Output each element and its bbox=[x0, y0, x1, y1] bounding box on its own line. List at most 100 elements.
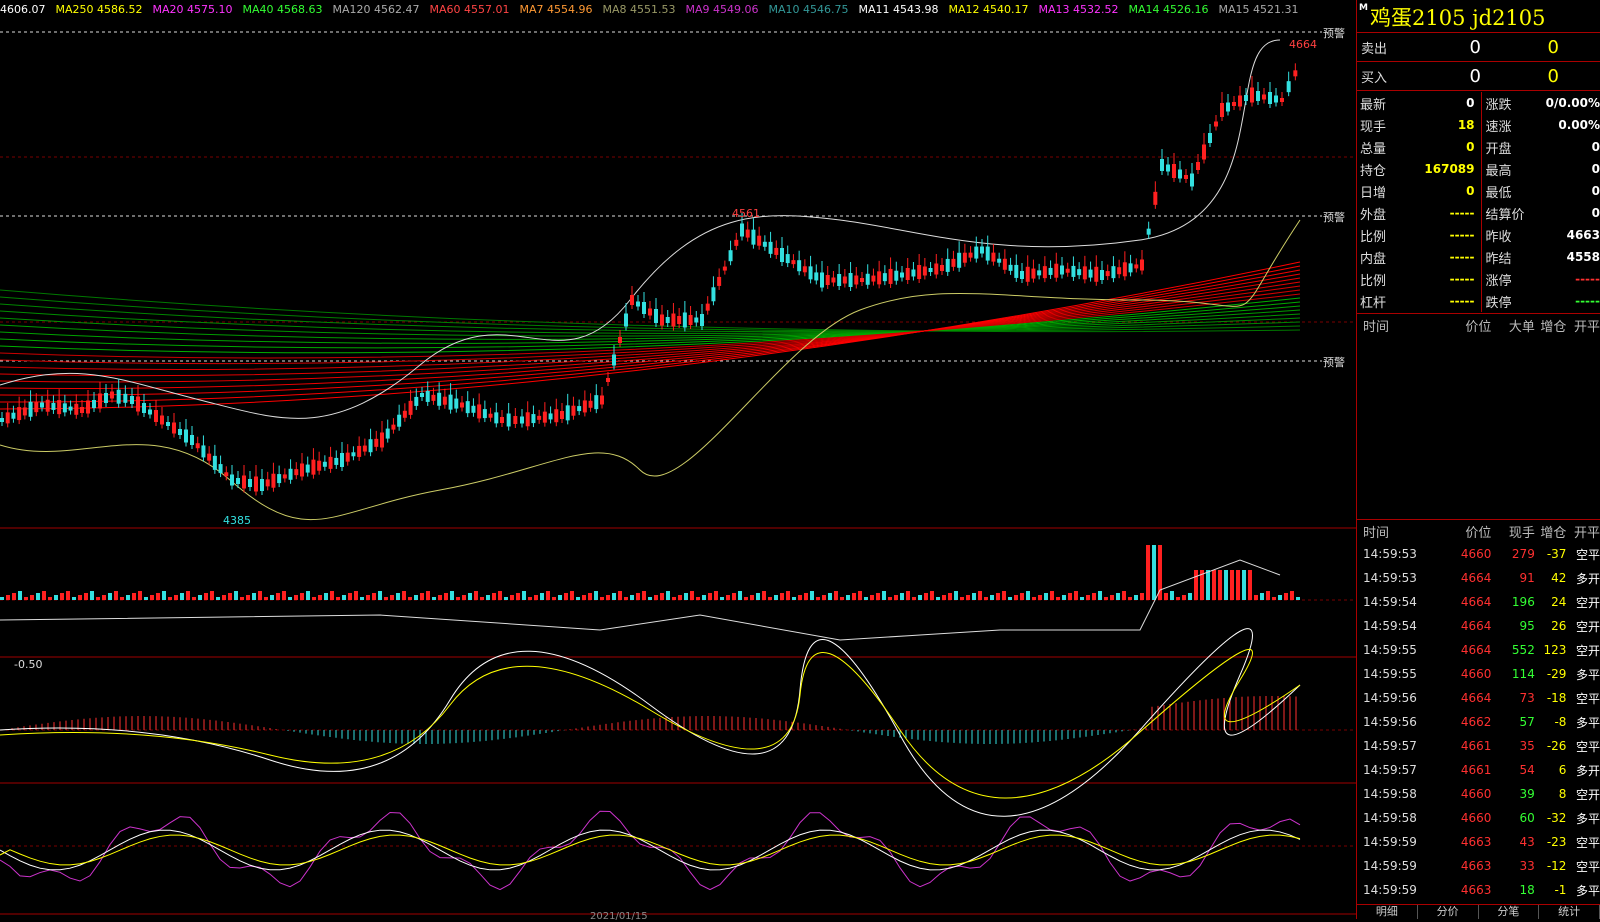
detail-tab[interactable]: 分笔 bbox=[1479, 905, 1540, 919]
tick-row[interactable]: 14:59:55 4660 114 -29 多平 bbox=[1357, 662, 1600, 686]
volume-bar bbox=[1290, 591, 1294, 600]
column-header[interactable]: 价位 bbox=[1465, 525, 1492, 541]
tick-row[interactable]: 14:59:53 4660 279 -37 空平 bbox=[1357, 542, 1600, 566]
volume-bar bbox=[1248, 570, 1252, 600]
candle-body bbox=[454, 398, 459, 409]
volume-bar bbox=[324, 593, 328, 600]
volume-bar bbox=[1110, 595, 1114, 600]
candle-body bbox=[184, 429, 188, 443]
volume-bar bbox=[258, 591, 262, 600]
volume-bar bbox=[522, 591, 526, 600]
volume-bar bbox=[960, 597, 964, 600]
quote-label: 比例 bbox=[1360, 273, 1387, 289]
alert-label-low[interactable]: 预警 bbox=[1323, 356, 1345, 369]
candle-body bbox=[802, 266, 807, 273]
tick-row[interactable]: 14:59:57 4661 35 -26 空平 bbox=[1357, 734, 1600, 758]
contract-title[interactable]: 鸡蛋2105 jd2105 bbox=[1370, 6, 1546, 30]
tick-cell: 14:59:55 bbox=[1363, 643, 1417, 657]
column-header[interactable]: 增仓 bbox=[1540, 319, 1567, 335]
candle-body bbox=[1082, 266, 1087, 280]
ma-legend-item: MA120 4562.47 bbox=[332, 3, 420, 16]
chart-canvas[interactable] bbox=[0, 0, 1356, 919]
quote-value: 0 bbox=[1591, 206, 1600, 220]
tick-list[interactable]: 时间 价位 现手 增仓 开平 14:59:53 4660 279 -37 空平 14:59:53 4… bbox=[1357, 520, 1600, 902]
tick-row[interactable]: 14:59:57 4661 54 6 多开 bbox=[1357, 758, 1600, 782]
volume-bar bbox=[1194, 570, 1198, 600]
ma-legend: 4606.07 MA250 4586.52 MA20 4575.10 MA40 456… bbox=[0, 0, 1356, 20]
tick-row[interactable]: 14:59:58 4660 60 -32 多平 bbox=[1357, 806, 1600, 830]
volume-bar bbox=[396, 593, 400, 600]
tick-row[interactable]: 14:59:58 4660 39 8 空开 bbox=[1357, 782, 1600, 806]
candle-body bbox=[1184, 175, 1188, 179]
volume-bar bbox=[1068, 593, 1072, 600]
candle-body bbox=[728, 250, 733, 262]
detail-tab[interactable]: 统计 bbox=[1539, 905, 1600, 919]
moving-average-line bbox=[0, 303, 1301, 333]
candle-body bbox=[928, 268, 933, 272]
volume-bar bbox=[180, 593, 184, 600]
column-header[interactable]: 时间 bbox=[1363, 319, 1390, 335]
ma-legend-item: MA8 4551.53 bbox=[602, 3, 676, 16]
candle-body bbox=[477, 404, 482, 419]
volume-bar bbox=[1086, 595, 1090, 600]
volume-bar bbox=[648, 597, 652, 600]
candle-body bbox=[882, 273, 887, 282]
candle-body bbox=[136, 396, 140, 412]
column-header[interactable]: 价位 bbox=[1465, 319, 1492, 335]
alert-label-mid[interactable]: 预警 bbox=[1323, 211, 1345, 224]
tick-row[interactable]: 14:59:56 4664 73 -18 空平 bbox=[1357, 686, 1600, 710]
column-header[interactable]: 时间 bbox=[1363, 525, 1390, 541]
tick-cell: 14:59:57 bbox=[1363, 763, 1417, 777]
volume-bar bbox=[498, 591, 502, 600]
volume-bar bbox=[426, 591, 430, 600]
candle-body bbox=[92, 400, 96, 408]
column-header[interactable]: 开平 bbox=[1573, 319, 1600, 335]
column-header[interactable]: 增仓 bbox=[1540, 525, 1567, 541]
quote-divider bbox=[1480, 136, 1482, 158]
column-header[interactable]: 现手 bbox=[1508, 525, 1535, 541]
moving-average-line bbox=[0, 296, 1301, 332]
candle-body bbox=[774, 247, 779, 255]
tick-row[interactable]: 14:59:59 4663 33 -12 空平 bbox=[1357, 854, 1600, 878]
tick-cell: 4664 bbox=[1460, 571, 1492, 585]
quote-row: 外盘 ----- 结算价 0 bbox=[1357, 202, 1600, 224]
tick-row[interactable]: 14:59:59 4663 43 -23 空平 bbox=[1357, 830, 1600, 854]
volume-bar bbox=[390, 595, 394, 600]
tick-row[interactable]: 14:59:54 4664 196 24 空开 bbox=[1357, 590, 1600, 614]
tick-row[interactable]: 14:59:59 4663 18 -1 多平 bbox=[1357, 878, 1600, 902]
volume-bar bbox=[18, 591, 22, 600]
quote-value: ----- bbox=[1449, 206, 1475, 220]
candle-body bbox=[520, 416, 524, 424]
volume-bar bbox=[318, 595, 322, 600]
ma-legend-item: MA13 4532.52 bbox=[1038, 3, 1119, 16]
volume-bar bbox=[540, 593, 544, 600]
kline-chart-area[interactable]: 4606.07 MA250 4586.52 MA20 4575.10 MA40 456… bbox=[0, 0, 1356, 922]
volume-bar bbox=[1260, 593, 1264, 600]
tick-row[interactable]: 14:59:56 4662 57 -8 多平 bbox=[1357, 710, 1600, 734]
big-order-list[interactable]: 时间 价位 大单 增仓 开平 bbox=[1357, 314, 1600, 520]
ma-legend-item: MA40 4568.63 bbox=[242, 3, 323, 16]
tick-cell: 4661 bbox=[1460, 763, 1492, 777]
candle-body bbox=[104, 393, 108, 403]
candle-body bbox=[951, 258, 956, 267]
tick-row[interactable]: 14:59:55 4664 552 123 空开 bbox=[1357, 638, 1600, 662]
volume-bar bbox=[270, 595, 274, 600]
candle-body bbox=[745, 229, 750, 238]
candle-body bbox=[195, 443, 200, 449]
volume-bar bbox=[348, 593, 352, 600]
detail-tab[interactable]: 明细 bbox=[1357, 905, 1418, 919]
volume-bar bbox=[480, 597, 484, 600]
column-header[interactable]: 开平 bbox=[1573, 525, 1600, 541]
candle-body bbox=[305, 464, 310, 473]
volume-bar bbox=[78, 595, 82, 600]
ma-legend-item: MA12 4540.17 bbox=[948, 3, 1029, 16]
alert-label-top[interactable]: 预警 bbox=[1323, 27, 1345, 40]
candle-body bbox=[1128, 263, 1133, 273]
tick-row[interactable]: 14:59:53 4664 91 42 多开 bbox=[1357, 566, 1600, 590]
tick-row[interactable]: 14:59:54 4664 95 26 空开 bbox=[1357, 614, 1600, 638]
detail-tab[interactable]: 分价 bbox=[1418, 905, 1479, 919]
column-header[interactable]: 大单 bbox=[1508, 319, 1535, 335]
candle-body bbox=[80, 407, 84, 413]
volume-bar bbox=[792, 597, 796, 600]
candle-body bbox=[385, 428, 390, 439]
